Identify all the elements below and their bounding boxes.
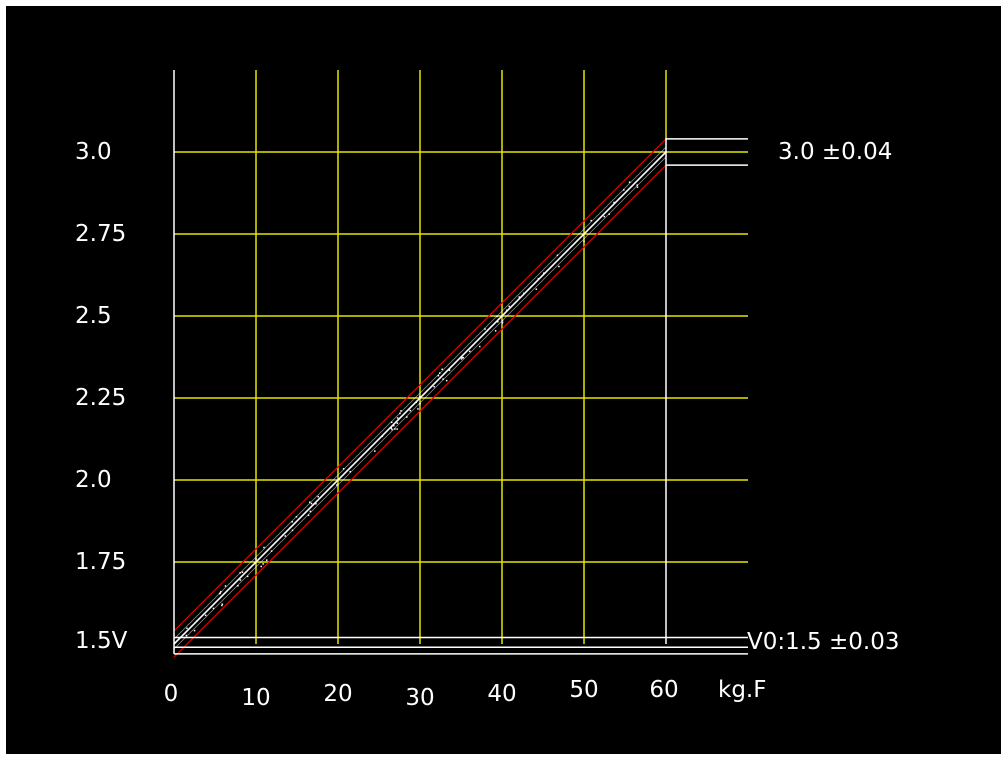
measurement-dot bbox=[478, 345, 481, 348]
measurement-dot bbox=[317, 495, 319, 498]
measurement-dot bbox=[419, 403, 421, 405]
measurement-dot bbox=[315, 503, 317, 505]
label-layer: 0 10 20 30 40 50 60 kg.F 3.0 2.75 2.5 2.… bbox=[75, 139, 900, 711]
chart-canvas: 0 10 20 30 40 50 60 kg.F 3.0 2.75 2.5 2.… bbox=[6, 6, 1001, 754]
measurement-dot bbox=[636, 186, 639, 188]
x-unit-label: kg.F bbox=[718, 677, 766, 703]
measurement-dot bbox=[336, 484, 338, 486]
measurement-dot bbox=[433, 385, 435, 388]
series-line-0 bbox=[173, 151, 667, 645]
measurement-dot bbox=[309, 510, 312, 513]
measurement-dot bbox=[262, 563, 264, 565]
measurement-dot bbox=[263, 546, 265, 549]
measurement-dot bbox=[461, 356, 464, 359]
band-lower bbox=[173, 164, 667, 658]
measurement-dot bbox=[508, 305, 510, 308]
y-tick-3-0: 3.0 bbox=[75, 139, 112, 165]
measurement-dot bbox=[445, 379, 448, 382]
tolerance-band-layer bbox=[173, 138, 667, 658]
x-tick-40: 40 bbox=[487, 681, 516, 707]
measurement-dot bbox=[535, 288, 538, 290]
series-line-layer bbox=[173, 146, 667, 650]
measurement-dot bbox=[220, 590, 222, 593]
measurement-dot bbox=[497, 320, 499, 323]
measurement-dot bbox=[284, 535, 287, 537]
measurement-dot bbox=[613, 201, 615, 204]
measurement-dot bbox=[185, 634, 188, 637]
measurement-dot bbox=[390, 421, 393, 424]
scatter-layer bbox=[185, 181, 639, 637]
measurement-dot bbox=[501, 321, 504, 324]
axis-layer bbox=[173, 70, 748, 655]
measurement-dot bbox=[221, 603, 224, 605]
y-tick-2-5: 2.5 bbox=[75, 303, 112, 329]
bottom-tolerance-annotation: V0:1.5 ±0.03 bbox=[747, 629, 900, 655]
measurement-dot bbox=[442, 378, 444, 380]
measurement-dot bbox=[396, 422, 399, 424]
measurement-dot bbox=[409, 409, 412, 412]
measurement-dot bbox=[400, 410, 402, 412]
measurement-dot bbox=[193, 629, 196, 632]
measurement-dot bbox=[246, 575, 249, 578]
band-upper bbox=[173, 138, 667, 632]
x-tick-0: 0 bbox=[164, 681, 179, 707]
measurement-dot bbox=[394, 428, 396, 430]
measurement-dot bbox=[558, 265, 560, 268]
measurement-dot bbox=[590, 219, 592, 222]
measurement-dot bbox=[309, 501, 311, 503]
measurement-dot bbox=[437, 374, 440, 377]
measurement-dot bbox=[392, 424, 395, 427]
measurement-dot bbox=[260, 565, 262, 568]
measurement-dot bbox=[628, 181, 631, 183]
measurement-dot bbox=[186, 627, 188, 630]
y-tick-2-75: 2.75 bbox=[75, 221, 126, 247]
measurement-dot bbox=[224, 585, 227, 587]
x-tick-10: 10 bbox=[241, 685, 270, 711]
y-tick-1-5: 1.5V bbox=[75, 628, 128, 654]
measurement-dot bbox=[518, 296, 520, 298]
measurement-dot bbox=[418, 395, 421, 398]
measurement-dot bbox=[307, 514, 310, 517]
y-tick-2-0: 2.0 bbox=[75, 467, 112, 493]
measurement-dot bbox=[462, 356, 465, 359]
top-tolerance-annotation: 3.0 ±0.04 bbox=[778, 139, 892, 165]
measurement-dot bbox=[441, 368, 443, 371]
measurement-dot bbox=[484, 328, 486, 330]
measurement-dot bbox=[342, 468, 345, 470]
measurement-dot bbox=[221, 604, 223, 607]
measurement-dot bbox=[603, 215, 606, 218]
measurement-dot bbox=[374, 450, 376, 452]
x-tick-50: 50 bbox=[569, 677, 598, 703]
measurement-dot bbox=[349, 470, 351, 473]
y-tick-2-25: 2.25 bbox=[75, 385, 126, 411]
chart-svg: 0 10 20 30 40 50 60 kg.F 3.0 2.75 2.5 2.… bbox=[75, 70, 900, 711]
measurement-dot bbox=[468, 350, 471, 353]
measurement-dot bbox=[239, 579, 242, 581]
measurement-dot bbox=[494, 330, 497, 332]
measurement-dot bbox=[241, 571, 244, 573]
measurement-dot bbox=[204, 614, 207, 617]
measurement-dot bbox=[310, 502, 313, 505]
measurement-dot bbox=[460, 358, 463, 360]
measurement-dot bbox=[390, 427, 393, 429]
x-tick-30: 30 bbox=[405, 685, 434, 711]
measurement-dot bbox=[417, 408, 419, 410]
guide-lower bbox=[173, 156, 667, 650]
measurement-dot bbox=[266, 559, 268, 561]
measurement-dot bbox=[583, 240, 585, 243]
measurement-dot bbox=[448, 369, 451, 371]
measurement-dot bbox=[391, 428, 393, 431]
measurement-dot bbox=[291, 521, 294, 523]
measurement-dot bbox=[212, 607, 215, 610]
x-tick-20: 20 bbox=[323, 681, 352, 707]
measurement-dot bbox=[406, 416, 408, 418]
measurement-dot bbox=[396, 417, 399, 419]
guide-upper bbox=[173, 146, 667, 640]
y-tick-1-75: 1.75 bbox=[75, 549, 126, 575]
measurement-dot bbox=[255, 558, 257, 560]
measurement-dot bbox=[396, 428, 398, 430]
x-tick-60: 60 bbox=[649, 677, 678, 703]
measurement-dot bbox=[237, 585, 239, 587]
